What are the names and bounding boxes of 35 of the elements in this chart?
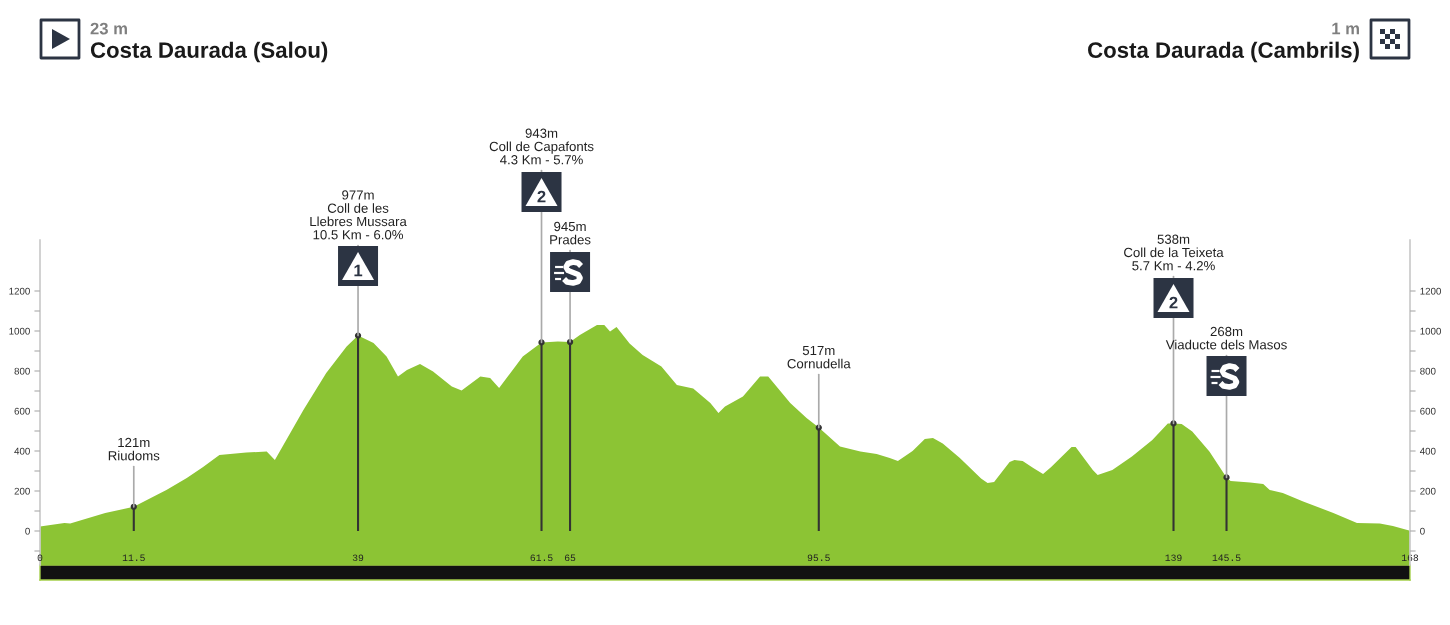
annotation: 2: [537, 190, 546, 203]
annotation: 2: [1169, 296, 1178, 309]
annotation: 1: [354, 264, 363, 277]
y-tick-label: 0: [25, 527, 30, 535]
text: Costa Daurada (Salou): [90, 41, 328, 63]
y2-tick-label: 200: [1420, 487, 1436, 495]
y-tick-label: 1000: [9, 327, 30, 335]
y2-tick-label: 400: [1419, 447, 1436, 455]
x-tick-label: 139: [1165, 554, 1182, 562]
y2-tick-label: 0: [1420, 527, 1425, 535]
y2-tick-label: 1000: [1420, 327, 1441, 335]
x-tick-label: 95.5: [807, 554, 830, 562]
x-tick-label: 145.5: [1212, 554, 1241, 562]
annotation: 268m Viaducte dels Masos: [1165, 326, 1287, 350]
text: 1 m: [1332, 22, 1359, 35]
y-tick-label: 200: [14, 487, 30, 495]
annotation: 517m Cornudella: [787, 345, 851, 369]
y-tick-label: 400: [14, 447, 30, 455]
text: 23 m: [90, 22, 127, 35]
x-tick-label: 65: [564, 554, 576, 562]
y2-tick-label: 800: [1420, 367, 1436, 375]
x-tick-label: 61.5: [530, 554, 553, 562]
x-tick-label: 39: [352, 554, 364, 562]
y-tick-label: 1200: [9, 287, 30, 295]
text: Costa Daurada (Cambrils): [1088, 41, 1359, 63]
annotation: 943m Coll de Capafonts 4.3 Km - 5.7%: [489, 128, 594, 165]
annotation: 977m Coll de les Llebres Mussara 10.5 Km - 6.0%: [310, 190, 407, 240]
x-tick-label: 11.5: [122, 554, 145, 562]
y-tick-label: 800: [14, 367, 30, 375]
y2-tick-label: 600: [1420, 407, 1436, 415]
annotation: 538m Coll de la Teixeta 5.7 Km - 4.2%: [1124, 234, 1224, 271]
annotation: 121m Riudoms: [108, 437, 160, 461]
y2-tick-label: 1200: [1420, 287, 1441, 295]
y-tick-label: 600: [14, 407, 30, 415]
annotation: 945m Prades: [550, 221, 591, 245]
